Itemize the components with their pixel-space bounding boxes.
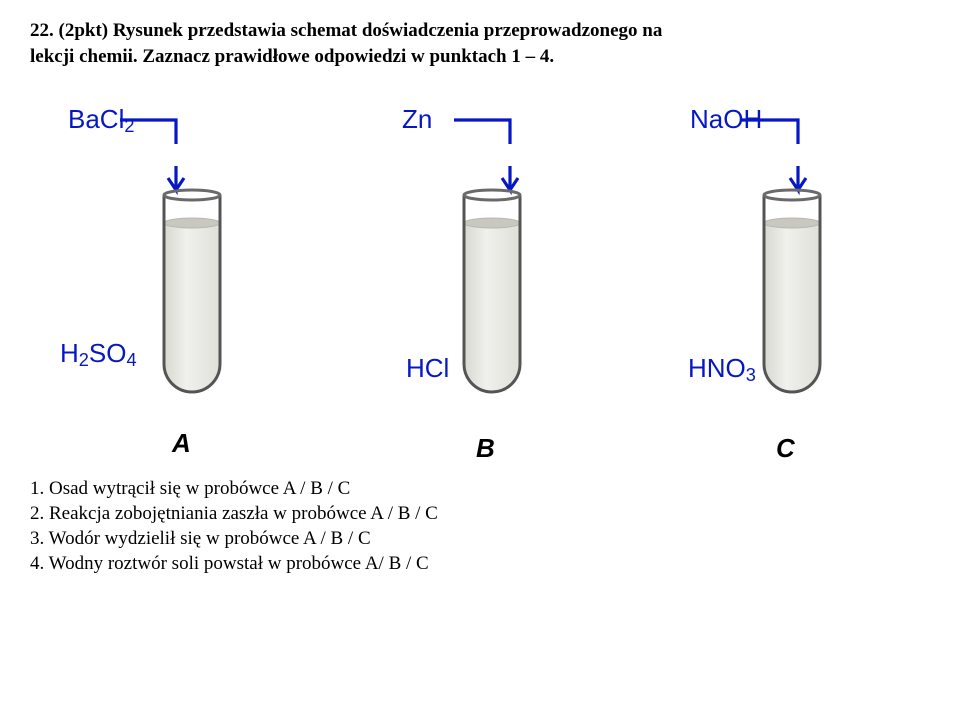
answer-line: 2. Reakcja zobojętniania zaszła w probów… xyxy=(30,503,930,525)
test-tube-icon xyxy=(160,188,224,406)
experiment-A: BaCl2 H2SO4A xyxy=(60,98,300,458)
experiment-B: Zn HClB xyxy=(360,98,600,458)
answer-line: 4. Wodny roztwór soli powstał w probówce… xyxy=(30,553,930,575)
added-reagent-label: Zn xyxy=(402,104,432,135)
answer-number: 3. xyxy=(30,528,49,549)
tube-letter: B xyxy=(476,433,495,464)
acid-label: HNO3 xyxy=(688,353,756,384)
answer-text: Wodny roztwór soli powstał w probówce A/… xyxy=(49,553,429,574)
question-number: 22. xyxy=(30,20,54,41)
experiment-diagram: BaCl2 H2SO4AZn HClBNaOH xyxy=(30,98,930,458)
answer-text: Wodór wydzielił się w probówce A / B / C xyxy=(49,528,371,549)
answer-text: Osad wytrącił się w probówce A / B / C xyxy=(49,478,350,499)
answer-number: 1. xyxy=(30,478,49,499)
tube-letter: C xyxy=(776,433,795,464)
acid-label: HCl xyxy=(406,353,449,384)
answer-line: 1. Osad wytrącił się w probówce A / B / … xyxy=(30,478,930,500)
question-text-line1: Rysunek przedstawia schemat doświadczeni… xyxy=(113,20,662,41)
experiment-C: NaOH HNO3C xyxy=(660,98,900,458)
question-points: (2pkt) xyxy=(59,20,109,41)
question-text-line2: lekcji chemii. Zaznacz prawidłowe odpowi… xyxy=(30,46,930,68)
answer-list: 1. Osad wytrącił się w probówce A / B / … xyxy=(30,478,930,575)
question-header: 22. (2pkt) Rysunek przedstawia schemat d… xyxy=(30,20,930,42)
tube-letter: A xyxy=(172,428,191,459)
answer-number: 4. xyxy=(30,553,49,574)
answer-text: Reakcja zobojętniania zaszła w probówce … xyxy=(49,503,438,524)
acid-label: H2SO4 xyxy=(60,338,137,369)
test-tube-icon xyxy=(760,188,824,406)
test-tube-icon xyxy=(460,188,524,406)
answer-number: 2. xyxy=(30,503,49,524)
answer-line: 3. Wodór wydzielił się w probówce A / B … xyxy=(30,528,930,550)
